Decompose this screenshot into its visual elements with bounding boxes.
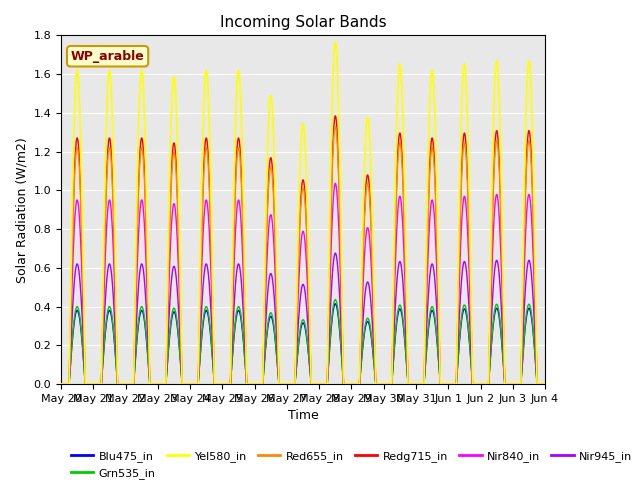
Y-axis label: Solar Radiation (W/m2): Solar Radiation (W/m2) [15, 137, 28, 283]
Text: WP_arable: WP_arable [70, 50, 145, 63]
X-axis label: Time: Time [288, 409, 319, 422]
Legend: Blu475_in, Grn535_in, Yel580_in, Red655_in, Redg715_in, Nir840_in, Nir945_in: Blu475_in, Grn535_in, Yel580_in, Red655_… [67, 447, 637, 480]
Title: Incoming Solar Bands: Incoming Solar Bands [220, 15, 387, 30]
